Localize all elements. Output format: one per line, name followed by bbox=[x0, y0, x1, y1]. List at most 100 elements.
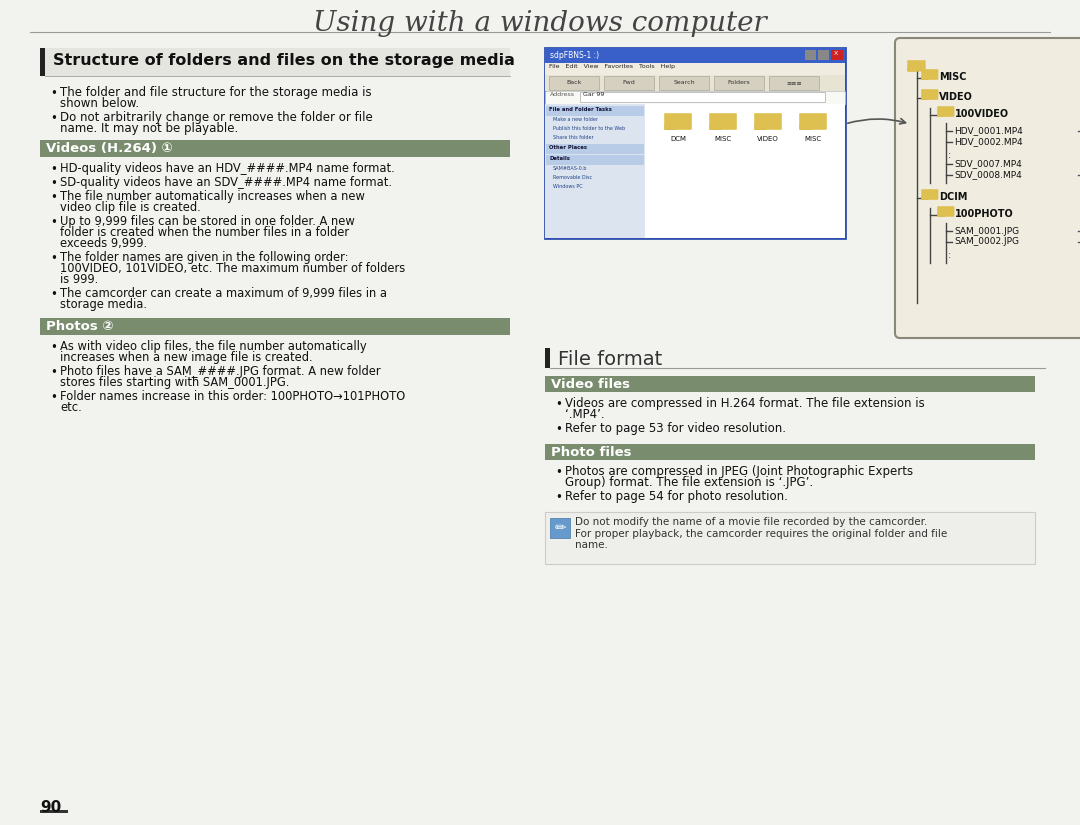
Text: DCM: DCM bbox=[670, 136, 686, 142]
Text: Folder names increase in this order: 100PHOTO→101PHOTO: Folder names increase in this order: 100… bbox=[60, 390, 405, 403]
Text: exceeds 9,999.: exceeds 9,999. bbox=[60, 237, 147, 250]
Text: Folders: Folders bbox=[728, 81, 751, 86]
Text: is 999.: is 999. bbox=[60, 273, 98, 286]
Bar bbox=[40, 318, 510, 335]
Bar bbox=[545, 75, 845, 91]
Text: SDV_0008.MP4: SDV_0008.MP4 bbox=[954, 171, 1022, 180]
Bar bbox=[40, 140, 510, 157]
Bar bbox=[545, 104, 645, 238]
Text: •: • bbox=[555, 466, 562, 479]
Text: •: • bbox=[50, 288, 57, 301]
Text: Videos (H.264) ①: Videos (H.264) ① bbox=[46, 142, 173, 155]
Text: VIDEO: VIDEO bbox=[757, 136, 779, 142]
Text: Group) format. The file extension is ‘.JPG’.: Group) format. The file extension is ‘.J… bbox=[565, 476, 813, 489]
Bar bbox=[40, 48, 45, 76]
Bar bbox=[545, 444, 1035, 460]
Text: The file number automatically increases when a new: The file number automatically increases … bbox=[60, 190, 365, 203]
Text: SAM_0002.JPG: SAM_0002.JPG bbox=[954, 238, 1020, 247]
FancyBboxPatch shape bbox=[710, 125, 721, 130]
Text: 100VIDEO: 100VIDEO bbox=[955, 109, 1009, 119]
Bar bbox=[549, 76, 599, 90]
Text: HDV_0002.MP4: HDV_0002.MP4 bbox=[954, 138, 1023, 147]
Text: increases when a new image file is created.: increases when a new image file is creat… bbox=[60, 351, 312, 364]
Text: video clip file is created.: video clip file is created. bbox=[60, 201, 201, 214]
Text: ‘.MP4’.: ‘.MP4’. bbox=[565, 408, 605, 421]
FancyBboxPatch shape bbox=[664, 125, 676, 130]
FancyBboxPatch shape bbox=[799, 125, 811, 130]
Text: •: • bbox=[50, 112, 57, 125]
Bar bbox=[545, 348, 550, 368]
FancyBboxPatch shape bbox=[921, 69, 939, 80]
Text: Up to 9,999 files can be stored in one folder. A new: Up to 9,999 files can be stored in one f… bbox=[60, 215, 354, 228]
FancyBboxPatch shape bbox=[895, 38, 1080, 338]
Text: name. It may not be playable.: name. It may not be playable. bbox=[60, 122, 239, 135]
Text: •: • bbox=[555, 423, 562, 436]
Text: Videos are compressed in H.264 format. The file extension is: Videos are compressed in H.264 format. T… bbox=[565, 397, 924, 410]
Text: MISC: MISC bbox=[715, 136, 731, 142]
FancyBboxPatch shape bbox=[921, 76, 929, 80]
Bar bbox=[580, 92, 825, 102]
Text: ≡≡≡: ≡≡≡ bbox=[786, 81, 801, 86]
Text: SD-quality videos have an SDV_####.MP4 name format.: SD-quality videos have an SDV_####.MP4 n… bbox=[60, 176, 392, 189]
Bar bbox=[40, 810, 68, 813]
Bar bbox=[545, 512, 1035, 564]
Text: shown below.: shown below. bbox=[60, 97, 139, 110]
Text: Share this folder: Share this folder bbox=[553, 135, 594, 140]
Bar bbox=[45, 48, 510, 76]
Text: 100VIDEO, 101VIDEO, etc. The maximum number of folders: 100VIDEO, 101VIDEO, etc. The maximum num… bbox=[60, 262, 405, 275]
Text: •: • bbox=[555, 491, 562, 504]
FancyBboxPatch shape bbox=[937, 113, 945, 117]
Text: Do not modify the name of a movie file recorded by the camcorder.
For proper pla: Do not modify the name of a movie file r… bbox=[575, 517, 947, 550]
Text: File   Edit   View   Favorites   Tools   Help: File Edit View Favorites Tools Help bbox=[549, 64, 675, 69]
Text: 90: 90 bbox=[40, 800, 62, 815]
FancyBboxPatch shape bbox=[937, 106, 955, 117]
Text: SAM#BAS-0.b: SAM#BAS-0.b bbox=[553, 166, 588, 171]
Text: HD-quality videos have an HDV_####.MP4 name format.: HD-quality videos have an HDV_####.MP4 n… bbox=[60, 162, 395, 175]
Text: •: • bbox=[50, 341, 57, 354]
Text: Using with a windows computer: Using with a windows computer bbox=[313, 10, 767, 37]
Bar bbox=[714, 76, 764, 90]
Bar bbox=[831, 50, 843, 60]
Text: Fwd: Fwd bbox=[623, 81, 635, 86]
Text: Make a new folder: Make a new folder bbox=[553, 117, 598, 122]
Text: •: • bbox=[50, 191, 57, 204]
Bar bbox=[604, 76, 654, 90]
Bar bbox=[546, 155, 644, 165]
Bar bbox=[545, 376, 1035, 392]
Text: Removable Disc: Removable Disc bbox=[553, 175, 592, 180]
Text: Gar 99: Gar 99 bbox=[583, 92, 605, 97]
Text: •: • bbox=[50, 87, 57, 100]
FancyBboxPatch shape bbox=[921, 96, 929, 100]
Bar bbox=[805, 50, 816, 60]
Text: stores files starting with SAM_0001.JPG.: stores files starting with SAM_0001.JPG. bbox=[60, 376, 289, 389]
Text: Do not arbitrarily change or remove the folder or file: Do not arbitrarily change or remove the … bbox=[60, 111, 373, 124]
Text: •: • bbox=[50, 252, 57, 265]
Text: storage media.: storage media. bbox=[60, 298, 147, 311]
Text: The folder and file structure for the storage media is: The folder and file structure for the st… bbox=[60, 86, 372, 99]
Text: The camcorder can create a maximum of 9,999 files in a: The camcorder can create a maximum of 9,… bbox=[60, 287, 387, 300]
FancyBboxPatch shape bbox=[664, 113, 692, 130]
FancyBboxPatch shape bbox=[907, 60, 926, 72]
Bar bbox=[545, 48, 845, 63]
FancyBboxPatch shape bbox=[921, 89, 939, 100]
Text: 100PHOTO: 100PHOTO bbox=[955, 209, 1014, 219]
Text: Address: Address bbox=[550, 92, 575, 97]
FancyBboxPatch shape bbox=[907, 68, 916, 72]
FancyBboxPatch shape bbox=[921, 189, 939, 200]
Text: Photo files have a SAM_####.JPG format. A new folder: Photo files have a SAM_####.JPG format. … bbox=[60, 365, 380, 378]
Text: MISC: MISC bbox=[805, 136, 822, 142]
Text: •: • bbox=[50, 366, 57, 379]
FancyBboxPatch shape bbox=[937, 206, 955, 217]
Text: Photos ②: Photos ② bbox=[46, 320, 113, 333]
Text: Photos are compressed in JPEG (Joint Photographic Experts: Photos are compressed in JPEG (Joint Pho… bbox=[565, 465, 913, 478]
Text: Refer to page 53 for video resolution.: Refer to page 53 for video resolution. bbox=[565, 422, 786, 435]
Text: Other Places: Other Places bbox=[549, 145, 588, 150]
Text: Refer to page 54 for photo resolution.: Refer to page 54 for photo resolution. bbox=[565, 490, 788, 503]
Text: SDV_0007.MP4: SDV_0007.MP4 bbox=[954, 159, 1022, 168]
Text: File format: File format bbox=[558, 350, 662, 369]
Bar bbox=[545, 91, 845, 104]
Text: :: : bbox=[948, 250, 951, 260]
Text: HDV_0001.MP4: HDV_0001.MP4 bbox=[954, 126, 1023, 135]
Text: •: • bbox=[555, 398, 562, 411]
FancyBboxPatch shape bbox=[921, 196, 929, 200]
